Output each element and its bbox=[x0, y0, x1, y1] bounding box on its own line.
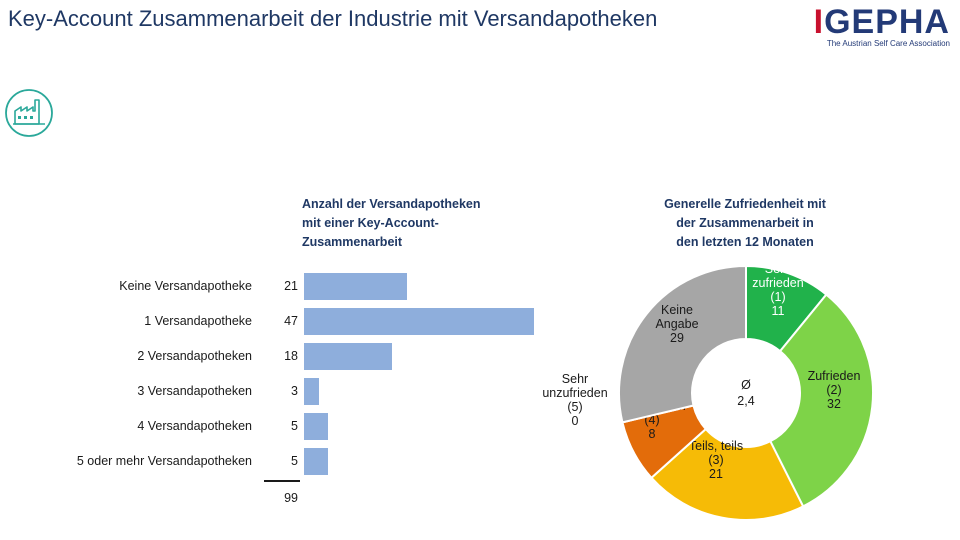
bar bbox=[304, 448, 328, 475]
bar-total: 99 bbox=[284, 491, 298, 505]
bar bbox=[304, 273, 407, 300]
donut-slice bbox=[768, 293, 874, 508]
bar-chart-title: Anzahl der Versandapotheken mit einer Ke… bbox=[302, 195, 542, 252]
page-title: Key-Account Zusammenarbeit der Industrie… bbox=[8, 6, 658, 31]
bar-value-label: 18 bbox=[284, 349, 298, 363]
donut-chart-title-line: der Zusammenarbeit in bbox=[676, 216, 814, 230]
donut-chart-title-line: den letzten 12 Monaten bbox=[676, 235, 814, 249]
donut-slice-label: Zufrieden (2) 32 bbox=[808, 369, 861, 411]
bar-category-label: 1 Versandapotheke bbox=[144, 314, 252, 328]
donut-chart-title: Generelle Zufriedenheit mit der Zusammen… bbox=[640, 195, 850, 252]
logo-name: GEPHA bbox=[824, 3, 950, 41]
bar-chart-title-line: Zusammenarbeit bbox=[302, 235, 403, 249]
logo-subtitle: The Austrian Self Care Association bbox=[826, 39, 950, 48]
donut-chart-title-line: Generelle Zufriedenheit mit bbox=[664, 197, 826, 211]
bar-category-label: 5 oder mehr Versandapotheken bbox=[76, 454, 252, 468]
bar bbox=[304, 378, 319, 405]
bar-value-label: 21 bbox=[284, 279, 298, 293]
donut-center-label: Ø 2,4 bbox=[737, 378, 754, 408]
bar-value-label: 5 bbox=[291, 454, 298, 468]
bar-chart-title-line: Anzahl der Versandapotheken bbox=[302, 197, 481, 211]
bar-category-label: 3 Versandapotheken bbox=[137, 384, 252, 398]
bar-value-label: 47 bbox=[284, 314, 298, 328]
bar-chart-title-line: mit einer Key-Account- bbox=[302, 216, 439, 230]
bar bbox=[304, 343, 392, 370]
bar-value-label: 3 bbox=[291, 384, 298, 398]
bar-category-label: Keine Versandapotheke bbox=[119, 279, 252, 293]
donut-slice-label: Teils, teils (3) 21 bbox=[689, 439, 743, 481]
bar bbox=[304, 308, 534, 335]
donut-slice-label: Keine Angabe 29 bbox=[655, 303, 698, 345]
bar bbox=[304, 413, 328, 440]
logo-letter: I bbox=[813, 3, 825, 41]
bar-category-label: 2 Versandapotheken bbox=[137, 349, 252, 363]
igepha-logo: IGEPHA The Austrian Self Care Associatio… bbox=[790, 4, 950, 48]
logo-wordmark: IGEPHA bbox=[790, 4, 950, 40]
bar-value-label: 5 bbox=[291, 419, 298, 433]
sum-divider bbox=[264, 480, 300, 482]
factory-icon bbox=[5, 89, 53, 137]
donut-slice bbox=[618, 264, 747, 424]
donut-slice bbox=[650, 427, 805, 521]
donut-slice-label: Sehr zufrieden (1) 11 bbox=[752, 262, 803, 318]
bar-category-label: 4 Versandapotheken bbox=[137, 419, 252, 433]
donut-slice-label: Sehr unzufrieden (5) 0 bbox=[542, 372, 607, 428]
